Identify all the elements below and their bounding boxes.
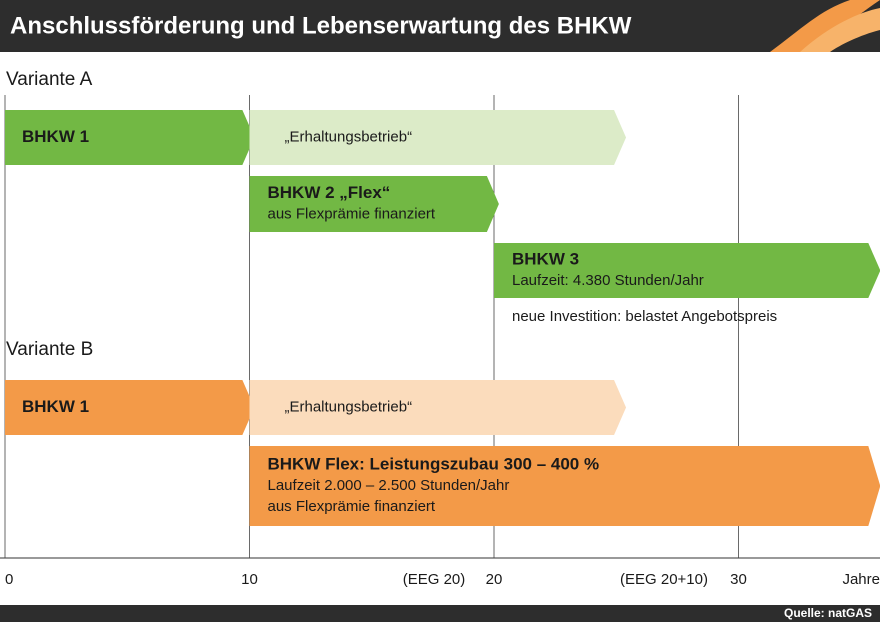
group-label: Variante A (6, 69, 93, 90)
axis-note: (EEG 20) (403, 571, 466, 588)
bar-label: Laufzeit: 4.380 Stunden/Jahr (512, 272, 704, 289)
bar-label: aus Flexprämie finanziert (268, 205, 436, 222)
arrow-bar (249, 176, 499, 232)
bar-label: „Erhaltungsbetrieb“ (285, 398, 413, 415)
x-tick-label: 20 (486, 571, 503, 588)
source-bar (0, 605, 880, 622)
arrow-bar (249, 110, 627, 165)
x-tick-label: 10 (241, 571, 258, 588)
title: Anschlussförderung und Lebenserwartung d… (10, 12, 632, 39)
logo (770, 0, 880, 52)
group-label: Variante B (6, 339, 93, 360)
logo (800, 8, 880, 52)
bar-label: BHKW Flex: Leistungszubau 300 – 400 % (268, 454, 600, 473)
bar-label: aus Flexprämie finanziert (268, 498, 436, 515)
title-bar (0, 0, 880, 52)
arrow-bar (5, 380, 255, 435)
bar-label: BHKW 1 (22, 397, 89, 416)
x-tick-label: 0 (5, 571, 13, 588)
source: Quelle: natGAS (784, 606, 872, 620)
x-tick-label: 30 (730, 571, 747, 588)
bar-label: BHKW 1 (22, 127, 89, 146)
arrow-bar (494, 243, 880, 298)
bar-label: BHKW 3 (512, 249, 579, 268)
arrow-bar (5, 110, 255, 165)
axis-note: (EEG 20+10) (620, 571, 708, 588)
axis-label: Jahre (842, 571, 880, 588)
bar-label: BHKW 2 „Flex“ (268, 183, 391, 202)
bar-label: „Erhaltungsbetrieb“ (285, 128, 413, 145)
arrow-bar (249, 446, 880, 526)
arrow-bar (249, 380, 627, 435)
bar-label: Laufzeit 2.000 – 2.500 Stunden/Jahr (268, 477, 510, 494)
bar-note: neue Investition: belastet Angebotspreis (512, 308, 777, 325)
